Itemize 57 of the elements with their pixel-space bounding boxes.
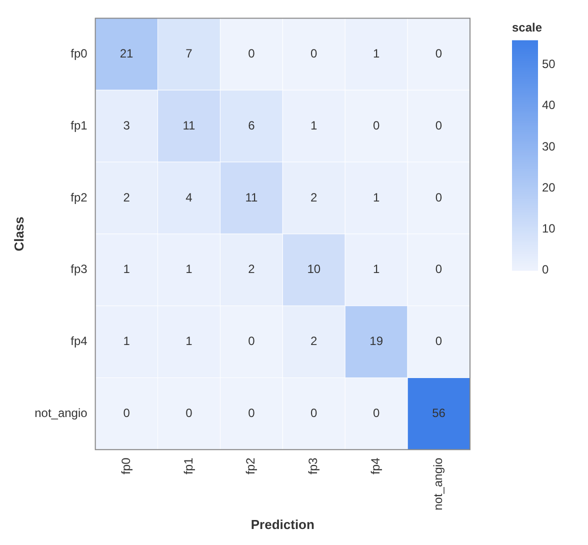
data-label: 0 xyxy=(435,190,442,204)
data-label: 11 xyxy=(245,190,258,204)
data-label: 1 xyxy=(372,46,380,60)
data-label: 19 xyxy=(370,334,384,348)
data-label: 1 xyxy=(372,262,380,276)
data-label: 1 xyxy=(123,262,130,276)
y-tick-label: not_angio xyxy=(34,406,88,420)
x-tick-label: fp3 xyxy=(306,457,320,474)
data-label: 0 xyxy=(248,406,256,420)
data-label: 1 xyxy=(186,334,193,348)
y-tick-label: fp2 xyxy=(70,190,88,204)
data-label: 0 xyxy=(248,334,256,348)
data-label: 7 xyxy=(186,46,193,60)
color-bar-label: 0 xyxy=(542,262,549,277)
data-label: 2 xyxy=(248,262,256,276)
data-label: 2 xyxy=(310,190,318,204)
data-label: 1 xyxy=(310,118,318,132)
x-tick-label: fp4 xyxy=(368,457,383,474)
data-label: 4 xyxy=(186,190,193,204)
y-tick-label: fp3 xyxy=(70,262,88,276)
color-bar-label: 30 xyxy=(542,139,556,154)
data-label: 1 xyxy=(123,334,130,348)
data-label: 1 xyxy=(186,262,193,276)
data-label: 2 xyxy=(310,334,318,348)
data-label: 10 xyxy=(307,262,321,276)
y-tick-label: fp0 xyxy=(70,46,88,60)
data-label: 6 xyxy=(248,118,256,132)
y-axis-title: Class xyxy=(11,216,26,252)
color-bar-label: 20 xyxy=(542,180,556,194)
data-label: 1 xyxy=(372,190,380,204)
data-label: 21 xyxy=(120,46,134,60)
y-tick-label: fp4 xyxy=(70,334,88,348)
x-axis-title: Prediction xyxy=(250,516,314,532)
color-bar-label: 50 xyxy=(542,57,556,72)
y-tick-label: fp1 xyxy=(70,118,88,132)
data-label: 0 xyxy=(186,406,193,420)
data-label: 0 xyxy=(435,46,442,60)
data-label: 56 xyxy=(432,406,446,420)
data-label: 0 xyxy=(372,406,380,420)
color-bar-label: 40 xyxy=(542,98,556,112)
x-tick-label: fp0 xyxy=(118,457,133,474)
x-tick-label: not_angio xyxy=(431,457,446,510)
data-label: 0 xyxy=(248,46,256,60)
color-bar-label: 10 xyxy=(542,221,556,236)
data-label: 0 xyxy=(310,46,318,60)
x-tick-label: fp2 xyxy=(244,457,258,474)
data-label: 3 xyxy=(123,118,130,132)
data-label: 0 xyxy=(123,406,130,420)
data-label: 0 xyxy=(435,262,442,276)
data-label: 0 xyxy=(435,334,442,348)
data-label: 0 xyxy=(435,118,442,132)
data-label: 0 xyxy=(372,118,380,132)
data-label: 2 xyxy=(123,190,130,204)
data-label: 0 xyxy=(310,406,318,420)
x-tick-label: fp1 xyxy=(181,457,196,474)
color-bar-title: scale xyxy=(512,20,542,35)
data-label: 11 xyxy=(182,118,196,132)
